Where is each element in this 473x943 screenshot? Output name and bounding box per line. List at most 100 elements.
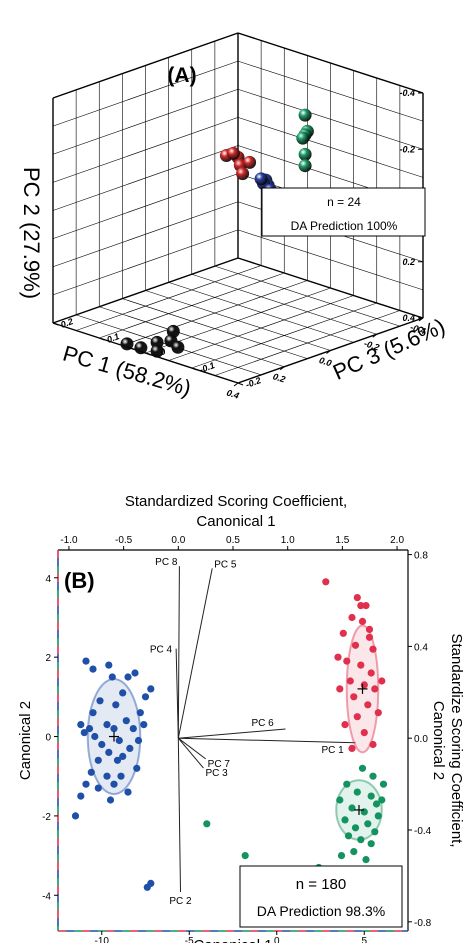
data-point [378, 796, 386, 804]
loading-vector [178, 737, 356, 744]
x-axis-title: Canonical 1 [193, 937, 272, 943]
annotation-box [239, 865, 403, 928]
grid-line [214, 310, 400, 376]
data-point [348, 744, 356, 753]
x-tick-label: -0.2 [363, 338, 381, 352]
grid-line [52, 88, 239, 155]
loading-vector-label: PC 2 [169, 896, 192, 907]
data-point [203, 820, 211, 828]
loading-vector [178, 728, 286, 739]
data-point [80, 729, 88, 737]
data-point [298, 159, 312, 173]
z-tick-label: -0.1 [198, 360, 216, 375]
loading-vector [177, 566, 180, 739]
x-tick-label: 0.4 [225, 387, 240, 400]
data-point [77, 792, 85, 800]
z-tick [99, 337, 105, 341]
data-point [98, 740, 106, 749]
loading-vector [177, 568, 213, 739]
grid-line [52, 117, 239, 183]
right-tick-label: 0.4 [414, 642, 428, 653]
data-point [341, 721, 349, 729]
x-tick [279, 366, 285, 371]
top-axis-title-line1: Standardized Scoring Coefficient, [125, 493, 347, 510]
data-point [365, 633, 374, 641]
grid-line [237, 60, 424, 122]
grid-line [52, 60, 239, 127]
data-point [108, 673, 116, 681]
data-point [362, 602, 370, 610]
y-tick-label: 0.2 [402, 257, 415, 267]
y-tick-label: 0 [45, 733, 51, 744]
data-point [89, 709, 97, 717]
loading-vector-label: PC 6 [252, 718, 275, 729]
loading-vector-label: PC 1 [322, 745, 345, 756]
panel-b-discriminant-plot: -10 -5 0 5 -4 -2 0 2 4 -1.0 -0.5 0.0 0.5 1.0 1.5 2.0 -0.… [17, 493, 465, 943]
x-tick-label: 5 [361, 936, 367, 943]
loading-vector [178, 737, 206, 760]
panel-a-3d-scatter: -0.4-0.20.00.20.4-0.4-0.20.00.20.4-0.2-0… [19, 32, 449, 401]
top-tick-label: 2.0 [390, 535, 404, 546]
loading-vector [177, 738, 181, 892]
data-point [346, 677, 354, 685]
z-tick-label: 0.1 [106, 331, 121, 345]
data-point [348, 804, 356, 812]
grid-line [237, 117, 424, 178]
x-tick-label: 0 [274, 936, 280, 943]
data-point [77, 721, 85, 729]
y-tick-label: -2 [42, 812, 51, 823]
top-tick-label: 0.0 [171, 535, 185, 546]
data-point [371, 685, 379, 693]
loading-vector-label: PC 5 [214, 559, 237, 570]
annotation-n: n = 180 [296, 876, 346, 893]
data-point [339, 629, 347, 637]
data-point [134, 341, 148, 355]
grid-line [122, 298, 308, 359]
data-point [133, 764, 141, 772]
loading-vector [175, 648, 179, 739]
data-point [357, 836, 365, 844]
z-tick [191, 367, 197, 371]
data-point [369, 740, 377, 749]
loading-vector-label: PC 3 [205, 768, 228, 779]
x-tick-label: -10 [95, 936, 110, 943]
right-axis-title-line1: Standardize Scoring Coefficient, [448, 633, 465, 847]
data-point [341, 816, 349, 824]
right-tick-label: 0.0 [414, 734, 428, 745]
data-point [296, 131, 310, 145]
data-point [120, 337, 134, 351]
box-edge [237, 257, 424, 319]
top-tick-label: 1.5 [335, 535, 349, 546]
data-point [105, 661, 113, 669]
x-tick [372, 333, 378, 338]
data-point [334, 653, 342, 661]
data-point [236, 167, 250, 181]
data-point [126, 744, 134, 753]
data-point [82, 780, 90, 788]
data-point [103, 772, 111, 780]
annotation-box [261, 187, 426, 237]
data-point [134, 736, 143, 745]
data-point [298, 108, 312, 122]
data-point [357, 602, 365, 610]
y-tick-label: 2 [45, 653, 51, 664]
data-point [364, 820, 372, 828]
data-point [129, 725, 137, 733]
annotation-prediction: DA Prediction 98.3% [257, 903, 385, 919]
y-tick-label: -4 [42, 891, 51, 902]
data-point [369, 772, 377, 780]
data-point [226, 146, 240, 160]
data-point [117, 772, 125, 780]
data-point [140, 721, 148, 729]
data-point [362, 856, 370, 864]
right-tick-label: 0.8 [414, 551, 428, 562]
data-point [112, 701, 120, 709]
data-point [378, 677, 386, 685]
data-point [336, 685, 344, 693]
data-point [350, 848, 358, 856]
loading-vector-label: PC 7 [208, 759, 231, 770]
data-point [343, 657, 351, 665]
data-point [71, 812, 80, 820]
data-point [367, 840, 375, 848]
